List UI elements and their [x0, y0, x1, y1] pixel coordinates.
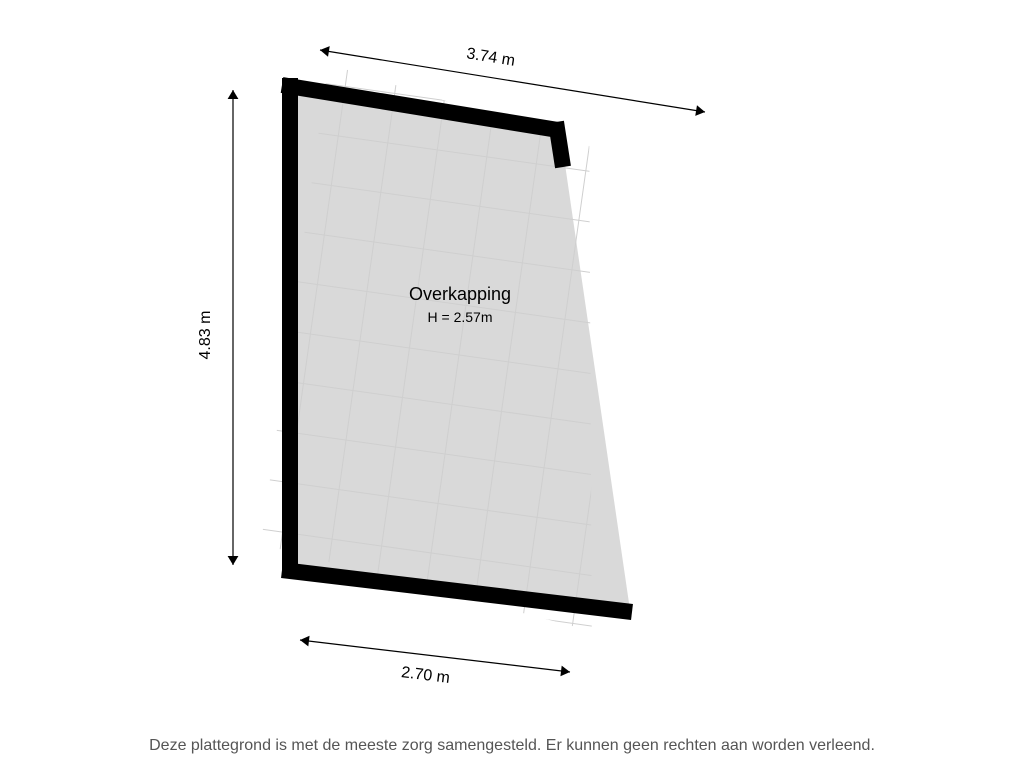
floorplan-canvas: 3.74 m 4.83 m 2.70 m Overkapping H = 2.57m… [0, 0, 1024, 768]
dimension-label-top: 3.74 m [465, 45, 516, 69]
room-height-label: H = 2.57m [428, 309, 493, 325]
footer-disclaimer: Deze plattegrond is met de meeste zorg s… [149, 737, 875, 754]
dimension-label-left: 4.83 m [197, 311, 214, 360]
wall-segment [556, 122, 563, 167]
room-title: Overkapping [409, 284, 511, 304]
dimension-label-bottom: 2.70 m [400, 664, 451, 687]
